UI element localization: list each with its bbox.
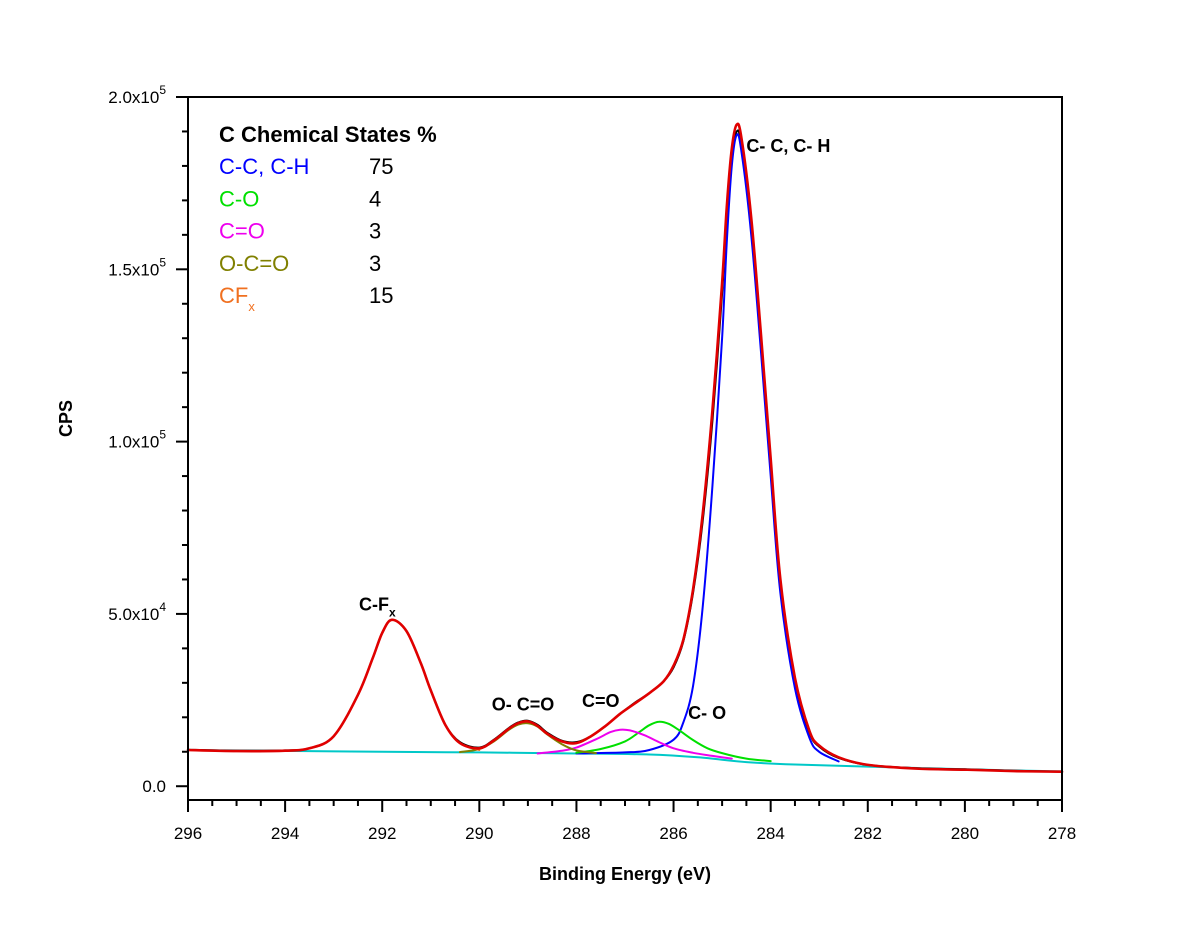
legend-entry-text: C=O [219, 219, 265, 244]
x-axis-title: Binding Energy (eV) [539, 864, 711, 884]
y-axis-title: CPS [56, 400, 76, 437]
y-tick-label: 2.0x105 [108, 83, 166, 107]
peak-label: C=O [582, 691, 620, 711]
series-line-envelope-fit [186, 122, 1064, 773]
peak-label-text: C- C, C- H [746, 136, 830, 156]
peak-labels: C- C, C- H C-Fx O- C=O C=O C- O [359, 136, 830, 723]
x-tick-label: 296 [174, 824, 202, 843]
y-tick-label-base: 2.0x10 [108, 88, 159, 107]
y-tick-label-exponent: 5 [159, 428, 166, 442]
x-tick-label: 278 [1048, 824, 1076, 843]
axis-tick-labels: 296 294 292 290 288 286 284 282 280 2780.05.0x104… [108, 83, 1076, 843]
legend-entry-label: O-C=O [219, 251, 289, 276]
data-series [186, 122, 1064, 773]
series-line-c-c-c-h [575, 133, 840, 763]
y-tick-label-base: 1.0x10 [108, 433, 159, 452]
legend-entry-text: C-C, C-H [219, 154, 309, 179]
y-tick-label-exponent: 5 [159, 83, 166, 97]
x-tick-label: 290 [465, 824, 493, 843]
x-tick-label: 284 [756, 824, 784, 843]
y-tick-label-base: 1.5x10 [108, 260, 159, 279]
peak-label-text: O- C=O [492, 694, 555, 714]
peak-label-text: C-F [359, 594, 389, 614]
legend-entry-value: 75 [369, 154, 393, 179]
legend-entry-label: CFx [219, 283, 255, 314]
y-tick-label: 5.0x104 [108, 600, 166, 624]
peak-label: O- C=O [492, 694, 555, 714]
legend-entry-label: C=O [219, 219, 265, 244]
legend-entry-value: 15 [369, 283, 393, 308]
legend-entry-text: O-C=O [219, 251, 289, 276]
legend-entry-value: 3 [369, 219, 381, 244]
legend: C Chemical States % C-C, C-H 75 C-O 4 C=O 3 O-C… [219, 122, 437, 314]
y-tick-label-exponent: 5 [159, 255, 166, 269]
legend-entry-label: C-C, C-H [219, 154, 309, 179]
y-tick-label-base: 0.0 [142, 777, 166, 796]
peak-label: C-Fx [359, 594, 396, 619]
y-tick-label: 1.5x105 [108, 255, 166, 279]
series-line-envelope-raw [187, 129, 1063, 773]
legend-entry-text: C-O [219, 186, 259, 211]
peak-label-text: C- O [688, 703, 726, 723]
y-tick-label: 1.0x105 [108, 428, 166, 452]
y-tick-label-base: 5.0x10 [108, 605, 159, 624]
peak-label: C- O [688, 703, 726, 723]
x-tick-label: 280 [951, 824, 979, 843]
series-line-c-o [575, 720, 772, 763]
plot-frame [187, 96, 1063, 801]
legend-entry-subscript: x [248, 299, 255, 314]
x-tick-label: 282 [854, 824, 882, 843]
legend-entry-text: CF [219, 283, 248, 308]
y-tick-label: 0.0 [142, 777, 166, 796]
legend-title: C Chemical States % [219, 122, 437, 147]
legend-entry-label: C-O [219, 186, 259, 211]
y-tick-label-exponent: 4 [159, 600, 166, 614]
x-tick-label: 286 [659, 824, 687, 843]
peak-label: C- C, C- H [746, 136, 830, 156]
series-line-c-o [536, 728, 733, 760]
legend-entry-value: 4 [369, 186, 381, 211]
legend-entry-value: 3 [369, 251, 381, 276]
peak-label-text: C=O [582, 691, 620, 711]
x-tick-label: 288 [562, 824, 590, 843]
x-tick-label: 294 [271, 824, 299, 843]
x-tick-label: 292 [368, 824, 396, 843]
peak-label-subscript: x [389, 605, 396, 619]
